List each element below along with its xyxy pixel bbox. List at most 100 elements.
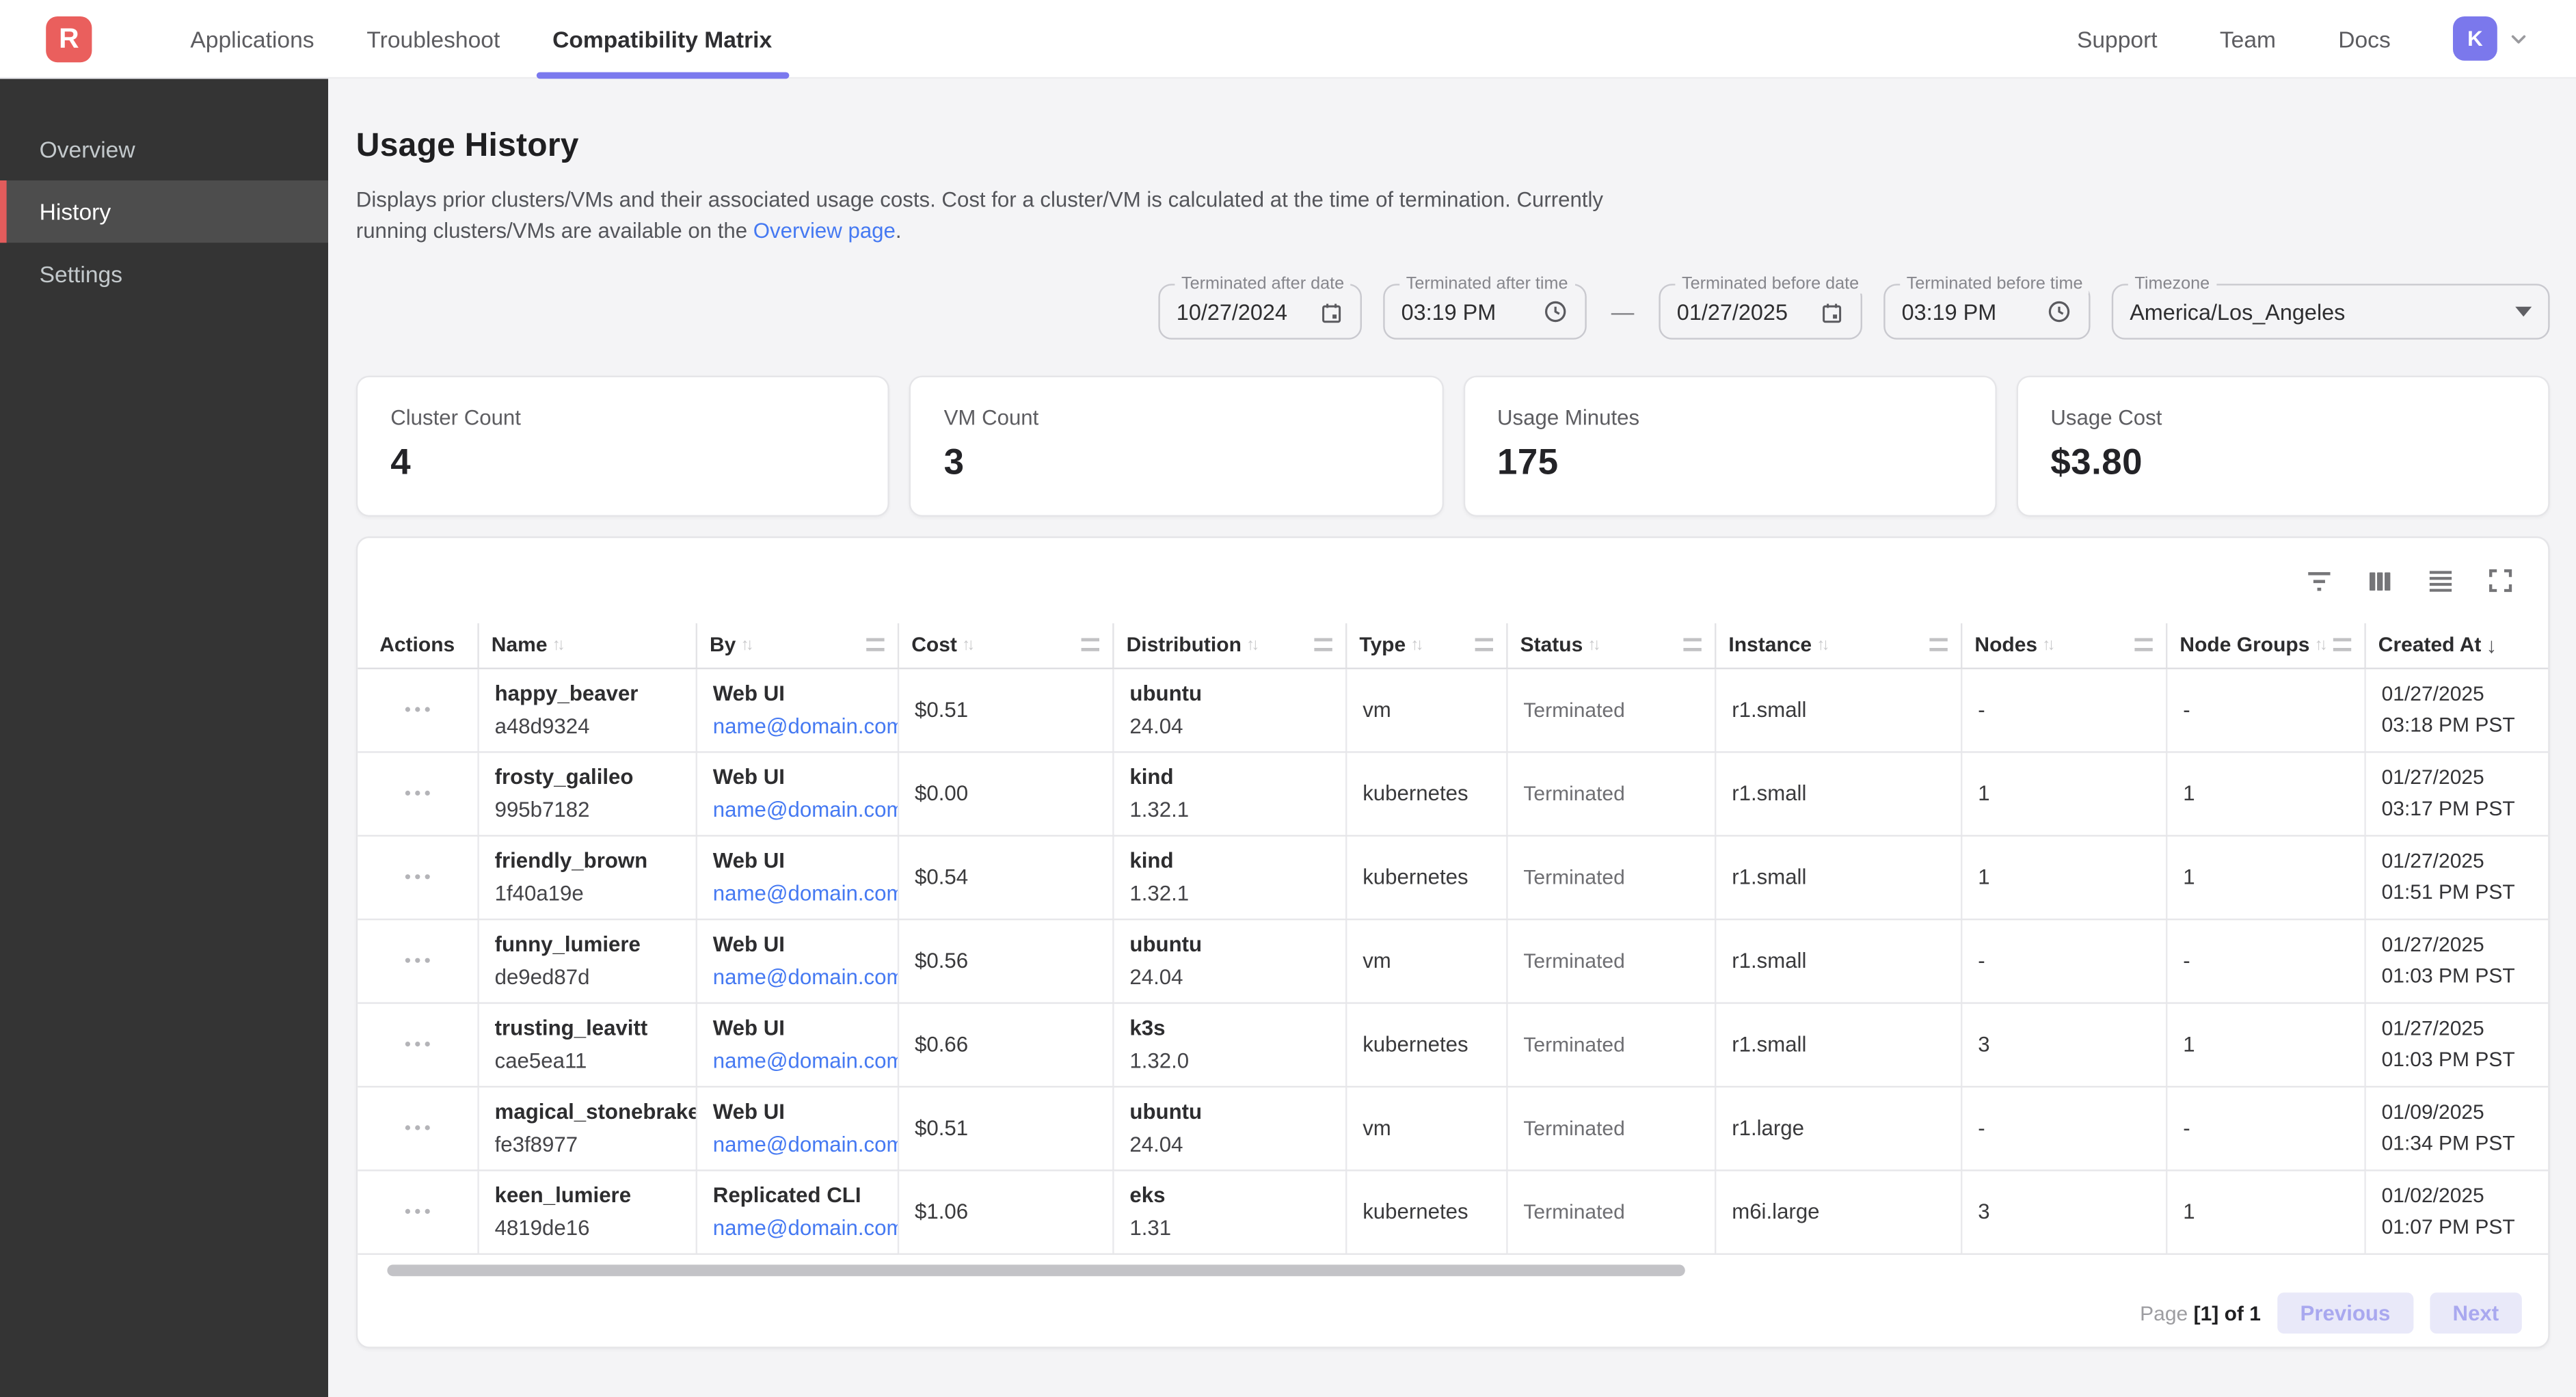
- column-menu-icon[interactable]: [1313, 638, 1332, 652]
- name-primary: happy_beaver: [494, 681, 639, 705]
- terminated-before-time-field[interactable]: Terminated before time 03:19 PM: [1883, 273, 2091, 340]
- column-menu-icon[interactable]: [1682, 638, 1701, 652]
- by-secondary[interactable]: name@domain.com: [713, 881, 896, 906]
- created_at-secondary: 01:03 PM PST: [2381, 1048, 2515, 1072]
- terminated-before-date-value: 01/27/2025: [1676, 299, 1788, 325]
- cell-instance: r1.large: [1715, 1085, 1962, 1171]
- account-menu-button[interactable]: K: [2453, 16, 2530, 61]
- cell-name: magical_stonebraker fe3f8977: [477, 1085, 697, 1171]
- cell-actions: [358, 666, 479, 752]
- column-header-cost[interactable]: Cost ↑↓: [897, 623, 1114, 669]
- column-menu-icon[interactable]: [1474, 638, 1492, 652]
- cell-cost: $0.51: [897, 1085, 1114, 1171]
- filter-icon[interactable]: [2298, 561, 2338, 601]
- sort-desc-icon: ↓: [2486, 632, 2497, 657]
- row-actions-button[interactable]: [398, 1118, 436, 1137]
- distribution-primary: eks: [1129, 1182, 1166, 1208]
- cell-created_at: 01/27/2025 01:03 PM PST: [2364, 919, 2549, 1003]
- name-secondary: cae5ea11: [494, 1048, 587, 1073]
- cell-by: Web UI name@domain.com: [695, 835, 899, 920]
- by-primary: Web UI: [712, 1099, 785, 1124]
- distribution-secondary: 1.32.0: [1129, 1048, 1190, 1073]
- created_at-secondary: 01:03 PM PST: [2381, 964, 2515, 988]
- cell-created_at: 01/27/2025 01:51 PM PST: [2364, 835, 2549, 920]
- by-secondary[interactable]: name@domain.com: [713, 797, 896, 822]
- sidebar-item-settings[interactable]: Settings: [39, 260, 123, 288]
- columns-icon[interactable]: [2359, 561, 2399, 601]
- email-link[interactable]: name@domain.com: [712, 714, 898, 738]
- horizontal-scrollbar[interactable]: [387, 1264, 1685, 1277]
- cell-node_groups: -: [2166, 1085, 2365, 1171]
- tab-compatibility-matrix[interactable]: Compatibility Matrix: [526, 0, 799, 79]
- nav-link-support[interactable]: Support: [2076, 25, 2158, 52]
- terminated-after-time-field[interactable]: Terminated after time 03:19 PM: [1383, 273, 1587, 340]
- timezone-select[interactable]: Timezone America/Los_Angeles: [2111, 273, 2550, 340]
- distribution-secondary: 24.04: [1129, 714, 1183, 738]
- email-link[interactable]: name@domain.com: [712, 797, 898, 822]
- node_groups-value: 1: [2183, 1031, 2195, 1057]
- nav-link-team[interactable]: Team: [2219, 25, 2277, 52]
- column-menu-icon[interactable]: [866, 638, 884, 652]
- nav-link-docs[interactable]: Docs: [2338, 25, 2391, 52]
- column-header-node_groups[interactable]: Node Groups ↑↓: [2166, 623, 2365, 669]
- column-header-by[interactable]: By ↑↓: [695, 623, 899, 669]
- created_at-primary: 01/09/2025: [2381, 1100, 2484, 1124]
- column-label: Nodes: [1974, 634, 2038, 657]
- terminated-after-date-field[interactable]: Terminated after date 10/27/2024: [1158, 273, 1363, 340]
- next-page-button[interactable]: Next: [2429, 1292, 2522, 1334]
- column-menu-icon[interactable]: [1929, 638, 1947, 652]
- overview-page-link[interactable]: Overview page: [753, 218, 896, 243]
- previous-page-button[interactable]: Previous: [2277, 1292, 2413, 1334]
- tab-troubleshoot[interactable]: Troubleshoot: [366, 25, 500, 52]
- column-header-created_at[interactable]: Created At ↓: [2364, 623, 2549, 669]
- email-link[interactable]: name@domain.com: [712, 1215, 898, 1240]
- by-secondary[interactable]: name@domain.com: [713, 964, 896, 989]
- node_groups-value: -: [2183, 697, 2190, 722]
- table-row: friendly_brown 1f40a19e Web UI name@domain.…: [358, 835, 2549, 920]
- column-menu-icon[interactable]: [2332, 638, 2351, 652]
- row-actions-button[interactable]: [398, 1035, 436, 1054]
- column-header-instance[interactable]: Instance ↑↓: [1715, 623, 1962, 669]
- column-header-name[interactable]: Name ↑↓: [477, 623, 697, 669]
- replicated-logo[interactable]: R: [46, 15, 92, 62]
- by-secondary[interactable]: name@domain.com: [713, 1132, 896, 1156]
- row-actions-button[interactable]: [398, 1202, 436, 1221]
- row-actions-button[interactable]: [398, 784, 436, 803]
- distribution-primary: ubuntu: [1129, 1099, 1203, 1124]
- fullscreen-icon[interactable]: [2481, 561, 2521, 601]
- row-actions-button[interactable]: [398, 700, 436, 719]
- calendar-icon[interactable]: [1303, 299, 1344, 324]
- by-secondary[interactable]: name@domain.com: [713, 1048, 896, 1073]
- clock-icon[interactable]: [2030, 299, 2072, 325]
- sidebar-item-history[interactable]: History: [0, 180, 329, 243]
- terminated-before-date-field[interactable]: Terminated before date 01/27/2025: [1659, 273, 1866, 340]
- email-link[interactable]: name@domain.com: [712, 1132, 898, 1157]
- page-description-period: .: [895, 218, 902, 243]
- type-value: vm: [1363, 697, 1391, 722]
- email-link[interactable]: name@domain.com: [712, 880, 898, 906]
- cost-value: $0.54: [915, 864, 969, 889]
- email-link[interactable]: name@domain.com: [712, 1048, 898, 1073]
- select-caret-icon: [2515, 306, 2532, 317]
- created_at-primary: 01/27/2025: [2381, 933, 2484, 957]
- by-secondary[interactable]: name@domain.com: [713, 714, 896, 738]
- sort-icon: ↑↓: [740, 636, 754, 655]
- column-menu-icon[interactable]: [1080, 638, 1099, 652]
- density-icon[interactable]: [2420, 561, 2460, 601]
- column-header-type[interactable]: Type ↑↓: [1345, 623, 1507, 669]
- row-actions-button[interactable]: [398, 867, 436, 886]
- calendar-icon[interactable]: [1803, 299, 1844, 324]
- row-actions-button[interactable]: [398, 951, 436, 970]
- column-label: Cost: [911, 634, 957, 657]
- column-menu-icon[interactable]: [2134, 638, 2152, 652]
- email-link[interactable]: name@domain.com: [712, 964, 898, 990]
- by-secondary[interactable]: name@domain.com: [713, 1215, 896, 1240]
- sidebar-item-overview[interactable]: Overview: [39, 136, 135, 163]
- column-header-nodes[interactable]: Nodes ↑↓: [1961, 623, 2167, 669]
- column-header-distribution[interactable]: Distribution ↑↓: [1112, 623, 1347, 669]
- cell-cost: $0.66: [897, 1002, 1114, 1087]
- column-header-status[interactable]: Status ↑↓: [1506, 623, 1716, 669]
- clock-icon[interactable]: [1526, 299, 1568, 325]
- tab-applications[interactable]: Applications: [190, 25, 314, 52]
- instance-value: m6i.large: [1732, 1199, 1820, 1224]
